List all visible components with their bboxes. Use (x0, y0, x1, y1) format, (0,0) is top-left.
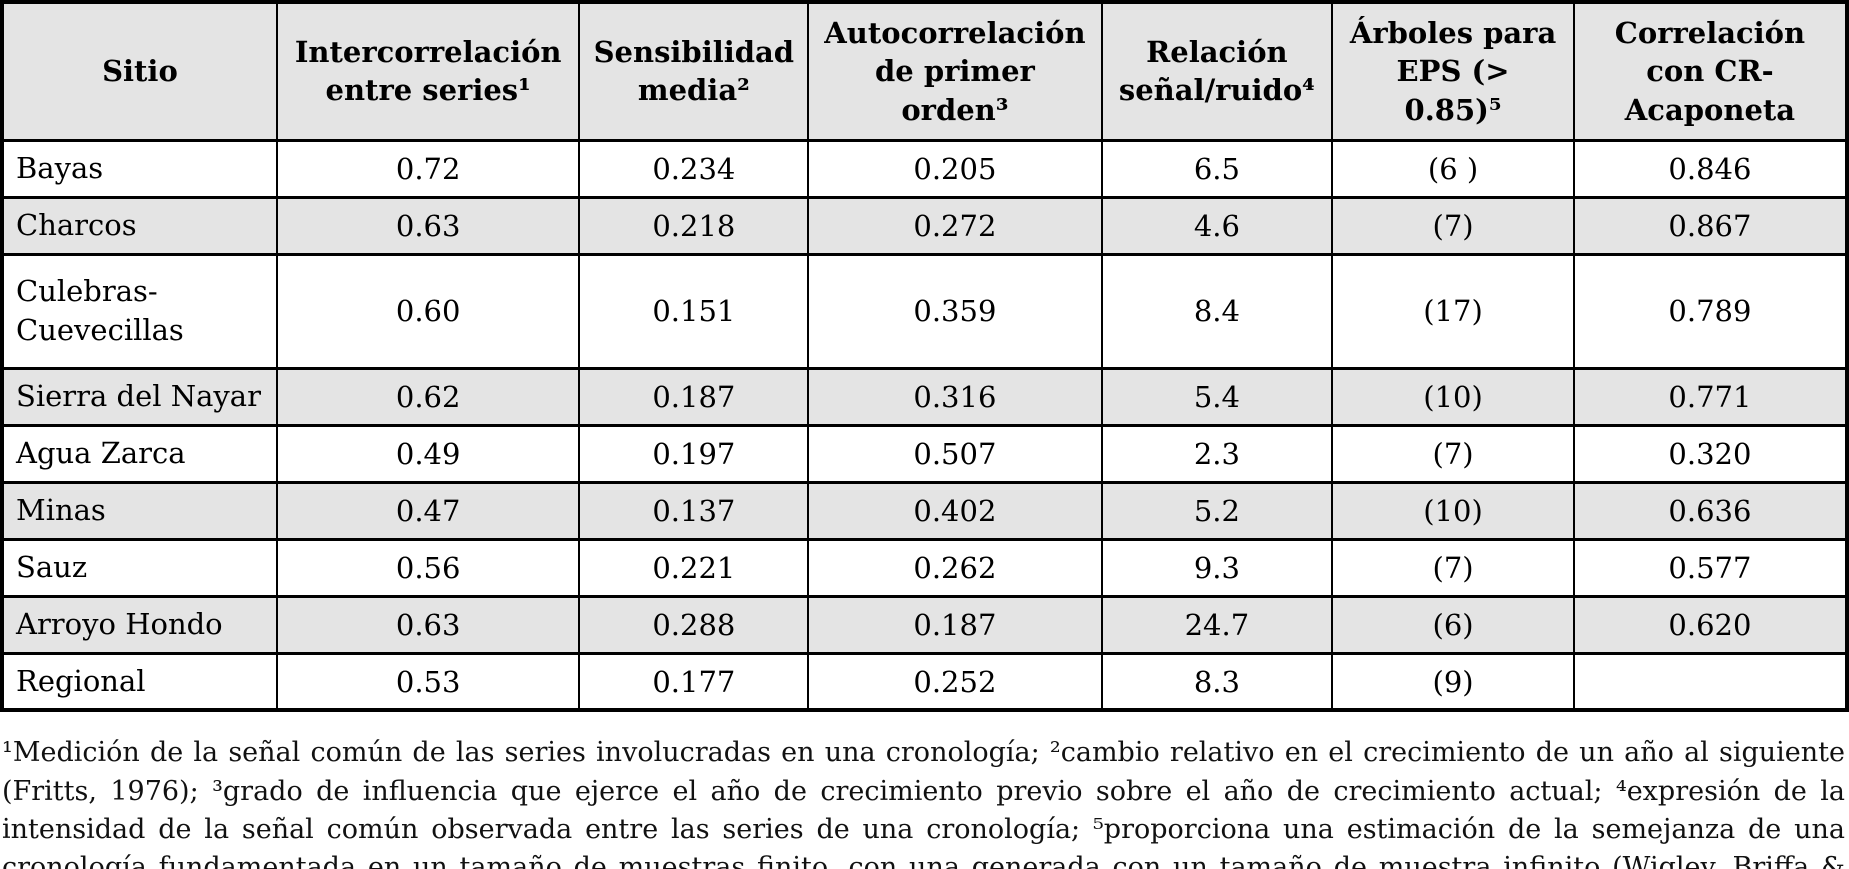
value-cell: 5.2 (1100, 480, 1334, 541)
value-cell: (9) (1331, 651, 1575, 712)
table-row: Regional 0.53 0.177 0.252 8.3 (9) (1, 651, 1849, 712)
column-header-autocorrelacion: Autocorrelación de primer orden³ (807, 0, 1103, 142)
table-row: Bayas 0.72 0.234 0.205 6.5 (6 ) 0.846 (1, 138, 1849, 199)
column-header-intercorrelacion: Intercorrelación entre series¹ (275, 0, 581, 142)
value-cell: 0.402 (807, 480, 1103, 541)
table-row: Arroyo Hondo 0.63 0.288 0.187 24.7 (6) 0… (1, 594, 1849, 655)
value-cell: 0.867 (1572, 195, 1849, 256)
table-row: Minas 0.47 0.137 0.402 5.2 (10) 0.636 (1, 480, 1849, 541)
value-cell: 0.789 (1572, 252, 1849, 370)
value-cell: (6) (1331, 594, 1575, 655)
value-cell: 0.359 (807, 252, 1103, 370)
value-cell: (6 ) (1331, 138, 1575, 199)
value-cell: 0.771 (1572, 366, 1849, 427)
value-cell: 0.49 (275, 423, 581, 484)
table-row: Charcos 0.63 0.218 0.272 4.6 (7) 0.867 (1, 195, 1849, 256)
column-header-arboles-eps: Árboles para EPS (> 0.85)⁵ (1331, 0, 1575, 142)
value-cell: 0.252 (807, 651, 1103, 712)
value-cell: 0.187 (807, 594, 1103, 655)
table-row: Sierra del Nayar 0.62 0.187 0.316 5.4 (1… (1, 366, 1849, 427)
site-cell: Minas (1, 480, 278, 541)
table-row: Agua Zarca 0.49 0.197 0.507 2.3 (7) 0.32… (1, 423, 1849, 484)
value-cell: 0.63 (275, 594, 581, 655)
value-cell: 0.205 (807, 138, 1103, 199)
value-cell: 0.47 (275, 480, 581, 541)
value-cell: (7) (1331, 195, 1575, 256)
value-cell: 9.3 (1100, 537, 1334, 598)
value-cell: 0.137 (578, 480, 810, 541)
value-cell: 0.63 (275, 195, 581, 256)
value-cell: 0.507 (807, 423, 1103, 484)
table-header-row: Sitio Intercorrelación entre series¹ Sen… (1, 0, 1849, 142)
value-cell: 0.272 (807, 195, 1103, 256)
value-cell: (7) (1331, 537, 1575, 598)
value-cell: 2.3 (1100, 423, 1334, 484)
value-cell (1572, 651, 1849, 712)
site-cell: Bayas (1, 138, 278, 199)
site-cell: Arroyo Hondo (1, 594, 278, 655)
value-cell: 0.320 (1572, 423, 1849, 484)
value-cell: 8.4 (1100, 252, 1334, 370)
value-cell: 5.4 (1100, 366, 1334, 427)
column-header-sensibilidad: Sensibilidad media² (578, 0, 810, 142)
value-cell: 6.5 (1100, 138, 1334, 199)
value-cell: 0.56 (275, 537, 581, 598)
value-cell: 0.846 (1572, 138, 1849, 199)
value-cell: 0.60 (275, 252, 581, 370)
column-header-correlacion-cr-acaponeta: Correlación con CR-Acaponeta (1572, 0, 1849, 142)
value-cell: 0.221 (578, 537, 810, 598)
site-cell: Sierra del Nayar (1, 366, 278, 427)
value-cell: 0.234 (578, 138, 810, 199)
value-cell: (17) (1331, 252, 1575, 370)
value-cell: (7) (1331, 423, 1575, 484)
value-cell: 0.316 (807, 366, 1103, 427)
value-cell: 0.577 (1572, 537, 1849, 598)
column-header-relacion-senal-ruido: Relación señal/ruido⁴ (1100, 0, 1334, 142)
value-cell: 0.177 (578, 651, 810, 712)
value-cell: 0.288 (578, 594, 810, 655)
table-footnotes: ¹Medición de la señal común de las serie… (2, 737, 1845, 869)
value-cell: 0.262 (807, 537, 1103, 598)
value-cell: 0.53 (275, 651, 581, 712)
site-cell: Culebras-Cuevecillas (1, 252, 278, 370)
value-cell: 0.197 (578, 423, 810, 484)
value-cell: 4.6 (1100, 195, 1334, 256)
value-cell: 0.151 (578, 252, 810, 370)
site-cell: Charcos (1, 195, 278, 256)
table-row: Culebras-Cuevecillas 0.60 0.151 0.359 8.… (1, 252, 1849, 370)
site-cell: Regional (1, 651, 278, 712)
value-cell: (10) (1331, 366, 1575, 427)
value-cell: 0.218 (578, 195, 810, 256)
site-cell: Agua Zarca (1, 423, 278, 484)
site-statistics-table: Sitio Intercorrelación entre series¹ Sen… (0, 0, 1849, 713)
value-cell: 24.7 (1100, 594, 1334, 655)
value-cell: 0.187 (578, 366, 810, 427)
value-cell: (10) (1331, 480, 1575, 541)
site-cell: Sauz (1, 537, 278, 598)
value-cell: 0.62 (275, 366, 581, 427)
value-cell: 0.72 (275, 138, 581, 199)
value-cell: 0.620 (1572, 594, 1849, 655)
value-cell: 8.3 (1100, 651, 1334, 712)
value-cell: 0.636 (1572, 480, 1849, 541)
table-row: Sauz 0.56 0.221 0.262 9.3 (7) 0.577 (1, 537, 1849, 598)
column-header-sitio: Sitio (1, 0, 278, 142)
